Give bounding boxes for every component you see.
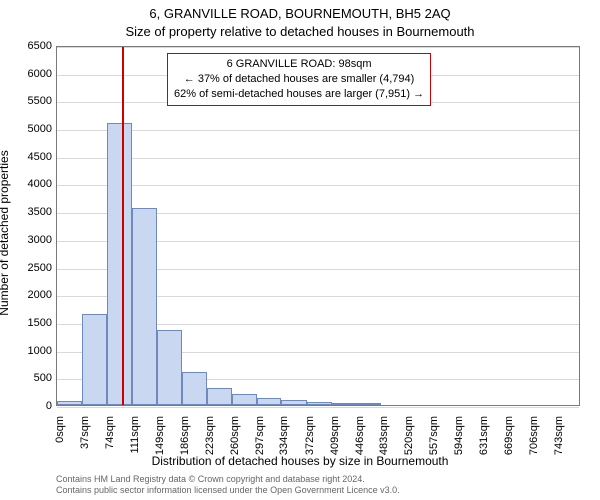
xtick-label: 37sqm (79, 416, 91, 449)
ytick-label: 3000 (8, 234, 52, 246)
xtick-label: 223sqm (204, 416, 216, 455)
xtick-label: 186sqm (179, 416, 191, 455)
gridline (57, 130, 579, 131)
x-axis-label: Distribution of detached houses by size … (0, 454, 600, 468)
xtick-label: 446sqm (354, 416, 366, 455)
plot-area: 6 GRANVILLE ROAD: 98sqm← 37% of detached… (56, 46, 580, 406)
histogram-bar (132, 208, 158, 405)
histogram-bar (307, 402, 332, 405)
chart-subtitle: Size of property relative to detached ho… (0, 24, 600, 39)
xtick-label: 149sqm (154, 416, 166, 455)
histogram-bar (207, 388, 232, 405)
ytick-label: 2500 (8, 262, 52, 274)
histogram-bar (257, 398, 282, 405)
ytick-label: 6000 (8, 68, 52, 80)
ytick-label: 4500 (8, 151, 52, 163)
gridline (57, 47, 579, 48)
annotation-line1: 6 GRANVILLE ROAD: 98sqm (174, 57, 424, 72)
chart-title-address: 6, GRANVILLE ROAD, BOURNEMOUTH, BH5 2AQ (0, 6, 600, 21)
histogram-bar (82, 314, 107, 405)
xtick-label: 74sqm (104, 416, 116, 449)
xtick-label: 260sqm (229, 416, 241, 455)
xtick-label: 0sqm (54, 416, 66, 443)
annotation-line3: 62% of semi-detached houses are larger (… (174, 87, 424, 102)
ytick-label: 5500 (8, 95, 52, 107)
histogram-bar (157, 330, 182, 405)
property-marker-line (122, 47, 124, 405)
histogram-bar (332, 403, 357, 405)
xtick-label: 594sqm (453, 416, 465, 455)
xtick-label: 520sqm (403, 416, 415, 455)
histogram-bar (57, 401, 82, 405)
xtick-label: 557sqm (428, 416, 440, 455)
ytick-label: 2000 (8, 289, 52, 301)
xtick-label: 409sqm (329, 416, 341, 455)
ytick-label: 3500 (8, 206, 52, 218)
xtick-label: 111sqm (129, 416, 141, 454)
xtick-label: 669sqm (503, 416, 515, 455)
footer-line1: Contains HM Land Registry data © Crown c… (56, 474, 400, 485)
histogram-bar (107, 123, 132, 405)
xtick-label: 743sqm (553, 416, 565, 455)
ytick-label: 4000 (8, 178, 52, 190)
xtick-label: 706sqm (528, 416, 540, 455)
gridline (57, 158, 579, 159)
histogram-bar (357, 403, 382, 405)
xtick-label: 372sqm (304, 416, 316, 455)
ytick-label: 5000 (8, 123, 52, 135)
histogram-bar (232, 394, 257, 405)
histogram-bar (281, 400, 307, 405)
xtick-label: 297sqm (254, 416, 266, 455)
ytick-label: 500 (8, 372, 52, 384)
ytick-label: 1500 (8, 317, 52, 329)
ytick-label: 1000 (8, 345, 52, 357)
footer-line2: Contains public sector information licen… (56, 485, 400, 496)
histogram-bar (182, 372, 207, 405)
gridline (57, 407, 579, 408)
gridline (57, 185, 579, 186)
ytick-label: 0 (8, 400, 52, 412)
ytick-label: 6500 (8, 40, 52, 52)
footer-attribution: Contains HM Land Registry data © Crown c… (56, 474, 400, 496)
xtick-label: 334sqm (278, 416, 290, 455)
annotation-line2: ← 37% of detached houses are smaller (4,… (174, 72, 424, 87)
xtick-label: 631sqm (478, 416, 490, 455)
xtick-label: 483sqm (378, 416, 390, 455)
annotation-box: 6 GRANVILLE ROAD: 98sqm← 37% of detached… (167, 53, 431, 106)
